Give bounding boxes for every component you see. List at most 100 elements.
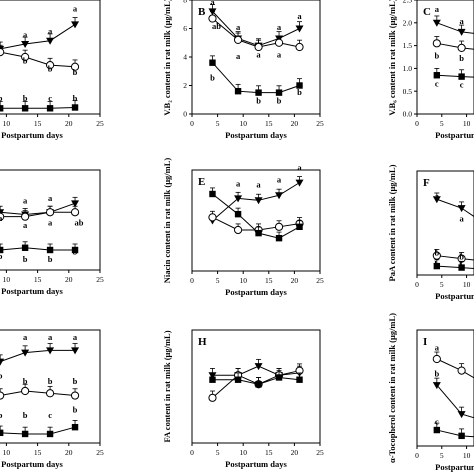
data-point-triangle: [71, 347, 80, 355]
series-line-triangle: [436, 198, 474, 218]
data-point-triangle: [254, 197, 263, 205]
significance-label: b: [459, 251, 464, 261]
data-point-circle: [0, 212, 5, 221]
significance-label: a: [23, 220, 28, 230]
chart-panel-1: 10 15 20 25 Postpartum days a a a b b b b b c b: [0, 0, 104, 140]
significance-label: c: [435, 416, 439, 426]
data-point-square: [234, 210, 242, 218]
data-point-circle: [0, 391, 5, 400]
significance-label: a: [48, 218, 53, 228]
x-axis-title: Postpartum days: [435, 291, 474, 301]
chart-panel-8: 0 5 10 15 20 25 Postpartum days FA content in r…: [162, 329, 324, 469]
x-tick-label: 15: [265, 119, 273, 128]
data-point-square: [71, 423, 79, 431]
data-point-square: [71, 246, 79, 254]
series-line-square: [436, 429, 474, 438]
series-line-triangle: [436, 22, 474, 34]
data-point-circle: [70, 391, 80, 400]
x-tick-label: 10: [3, 119, 11, 128]
x-tick-label: 10: [239, 276, 247, 285]
x-tick-label: 10: [3, 275, 11, 284]
data-point-circle: [45, 61, 55, 70]
data-point-triangle: [457, 411, 466, 419]
significance-label: a: [48, 26, 53, 36]
significance-label: b: [23, 254, 28, 264]
significance-label: b: [23, 376, 28, 386]
data-point-square: [0, 429, 4, 437]
plot-frame: [0, 329, 101, 444]
significance-label: a: [23, 332, 28, 342]
y-tick-label: 2: [183, 81, 187, 90]
data-point-triangle: [457, 205, 466, 213]
y-tick-label: 2.0: [403, 18, 413, 27]
x-axis-title: Postpartum days: [435, 130, 474, 140]
x-axis-title: Postpartum days: [225, 459, 287, 469]
panel-letter: B: [198, 6, 206, 18]
data-point-square: [433, 262, 441, 270]
y-tick-label: 1.5: [403, 41, 413, 50]
data-point-triangle: [71, 21, 80, 29]
significance-label: a: [256, 180, 261, 190]
data-point-triangle: [457, 28, 466, 36]
significance-label: a: [0, 213, 3, 223]
x-tick-label: 5: [216, 119, 220, 128]
chart-panel-9: 0 5 10 Postpartum days α-Tocopherol content …: [387, 313, 474, 472]
data-point-square: [255, 229, 262, 237]
significance-label: b: [48, 254, 53, 264]
significance-label: b: [297, 87, 302, 97]
data-point-square: [433, 72, 441, 79]
significance-label: a: [73, 3, 78, 13]
x-tick-label: 5: [216, 276, 220, 285]
y-axis-title: V.B₆ content in rat milk (μg/mL): [387, 0, 397, 116]
x-tick-label: 0: [415, 451, 419, 460]
significance-label: b: [73, 246, 78, 256]
data-point-square: [296, 82, 303, 89]
x-tick-label: 20: [291, 448, 299, 457]
x-tick-label: 25: [96, 275, 104, 284]
significance-label: c: [435, 79, 439, 89]
plot-frame: [191, 169, 321, 272]
y-axis-title: Niacin content in rat milk (μg/mL): [162, 158, 172, 284]
significance-label: b: [0, 251, 3, 261]
series-line-square: [0, 247, 76, 251]
data-point-square: [209, 376, 216, 383]
data-point-square: [458, 264, 465, 271]
significance-label: b: [0, 371, 3, 381]
significance-label: c: [48, 410, 52, 420]
data-point-triangle: [21, 40, 30, 48]
data-point-square: [46, 105, 54, 112]
significance-label: b: [73, 376, 78, 386]
panel-letter: H: [198, 336, 207, 348]
y-tick-label: 0.0: [403, 110, 413, 119]
chart-panel-3: 0 5 10 0.0 0.5 1.0 1.5 2.0 2.5 Postpartum days V.B…: [387, 0, 474, 140]
data-point-circle: [295, 42, 304, 52]
data-layer: a a a b b b b b c b: [0, 3, 80, 112]
series-line-circle: [0, 390, 76, 397]
significance-label: b: [73, 93, 78, 103]
significance-label: c: [48, 93, 52, 103]
y-tick-label: 0: [183, 110, 187, 119]
data-layer: a a a a a ab b b b b: [0, 193, 84, 264]
y-tick-label: 6: [183, 24, 187, 33]
series-line-triangle: [212, 11, 300, 47]
data-point-circle: [21, 52, 30, 62]
significance-label: a: [277, 175, 282, 185]
significance-label: a: [23, 29, 28, 39]
x-tick-label: 10: [3, 448, 11, 457]
significance-label: a: [256, 50, 261, 60]
y-axis-title: V.B₂ content in rat milk (μg/mL): [162, 0, 172, 116]
data-point-triangle: [432, 19, 441, 27]
significance-label: a: [459, 16, 464, 26]
x-tick-label: 5: [440, 119, 444, 128]
significance-label: b: [210, 73, 215, 83]
x-tick-label: 15: [34, 448, 42, 457]
data-point-circle: [432, 251, 441, 260]
data-layer: a b c: [432, 342, 474, 440]
data-point-circle: [45, 389, 55, 398]
y-tick-label: 2.5: [403, 0, 413, 5]
x-tick-label: 5: [440, 280, 444, 289]
series-line-square: [212, 62, 300, 94]
data-point-circle: [45, 208, 55, 217]
panel-letter: I: [423, 336, 427, 348]
x-tick-label: 0: [415, 119, 419, 128]
